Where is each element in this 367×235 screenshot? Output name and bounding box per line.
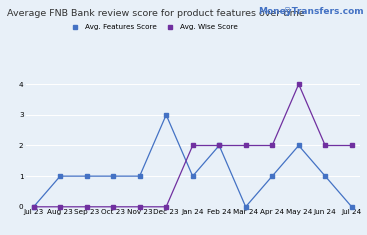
Text: MoneyTransfers.com: MoneyTransfers.com: [258, 7, 363, 16]
Text: Average FNB Bank review score for product features over time: Average FNB Bank review score for produc…: [7, 9, 305, 18]
Text: ⧖: ⧖: [284, 6, 290, 15]
Legend: Avg. Features Score, Avg. Wise Score: Avg. Features Score, Avg. Wise Score: [68, 24, 238, 30]
